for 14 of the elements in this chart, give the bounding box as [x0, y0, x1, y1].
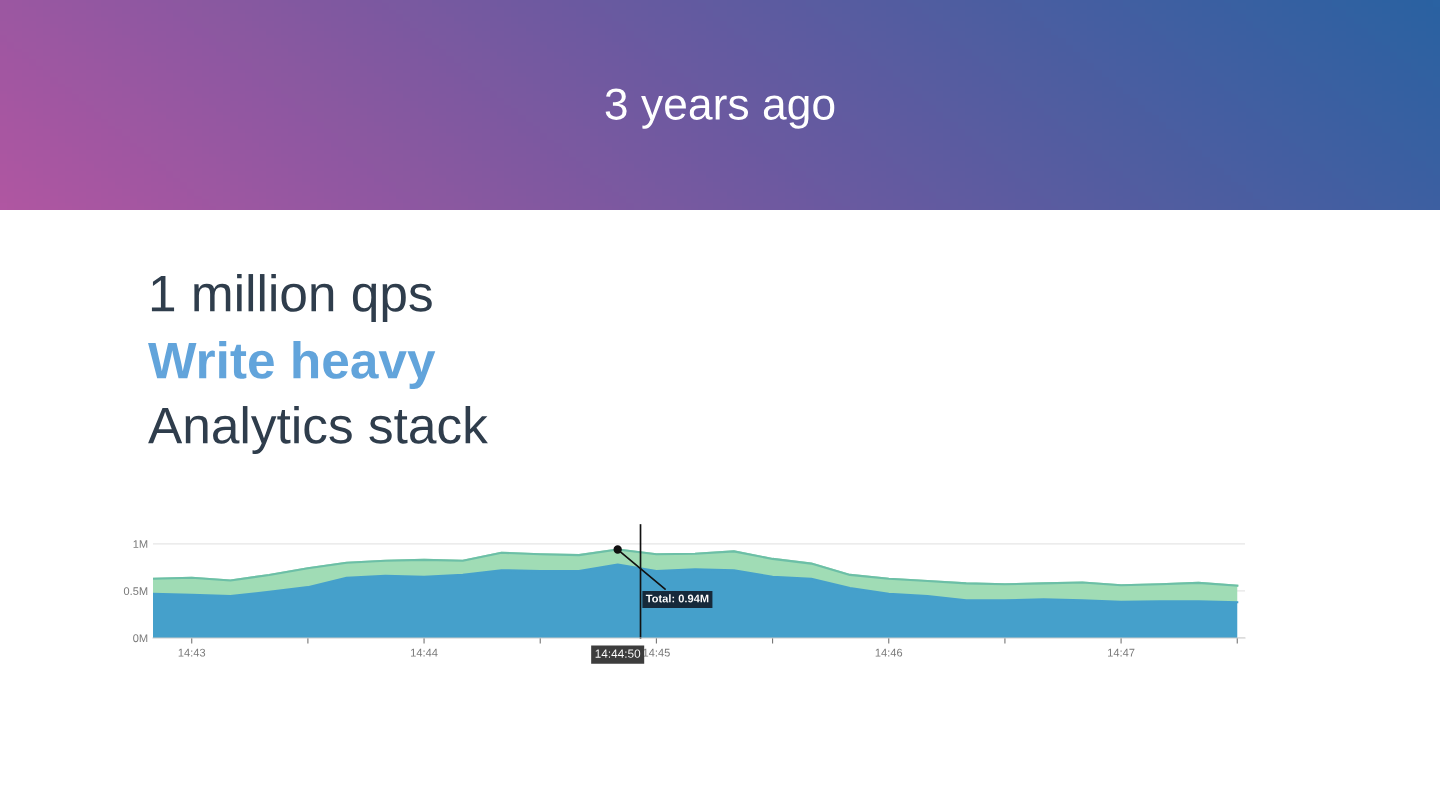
text: Write heavy: [148, 341, 436, 389]
y-tick-label: 1M: [133, 540, 148, 548]
y-tick-label: 0M: [133, 634, 148, 643]
y-tick-label: 0.5M: [123, 587, 148, 596]
x-tick-label: 14:47: [1108, 648, 1135, 657]
annotation: Total: 0.94M: [645, 594, 709, 603]
annotation: 14:44:50: [595, 649, 641, 658]
chart-subtitle: 1 million qps: [151, 274, 432, 322]
x-tick-label: 14:44: [411, 648, 438, 657]
text: Analytics stack: [148, 406, 488, 454]
x-tick-label: 14:43: [178, 648, 206, 657]
x-tick-label: 14:45: [643, 648, 670, 657]
x-tick-label: 14:46: [875, 648, 903, 657]
chart-title: 3 years ago: [605, 88, 835, 129]
